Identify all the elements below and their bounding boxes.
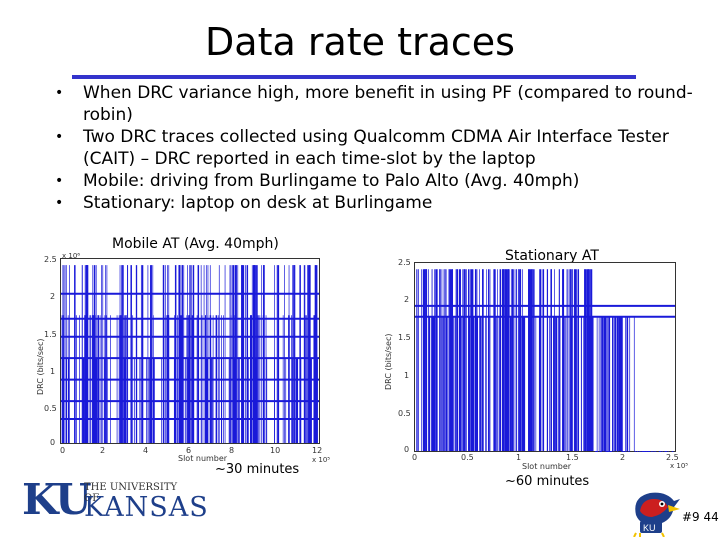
jayhawk-mascot-icon: KU [633,492,680,537]
bullet-item: Mobile: driving from Burlingame to Palo … [55,170,695,192]
stationary-x-exponent: x 10⁵ [670,462,689,470]
ku-logo-line2: KANSAS [84,492,209,523]
stationary-x-tick: 1 [516,453,522,462]
ku-logo-letters: KU [22,475,92,524]
mobile-trace-svg [60,258,320,444]
mobile-x-exponent: x 10⁵ [312,456,331,464]
stationary-x-tick: 1.5 [566,453,579,462]
mobile-y-tick: 1.5 [44,330,57,339]
stationary-x-axis-label: Slot number [522,462,572,471]
mobile-x-tick: 4 [143,446,149,455]
stationary-x-tick: 2.5 [666,453,679,462]
stationary-y-tick: 2 [404,295,410,304]
stationary-y-axis-label: DRC (bits/sec) [384,333,393,390]
mobile-x-axis-label: Slot number [178,454,228,463]
mobile-x-tick: 12 [312,446,323,455]
stationary-y-tick: 0 [404,445,410,454]
mobile-y-tick: 0.5 [44,404,57,413]
svg-text:KU: KU [643,523,656,533]
mobile-y-tick: 2.5 [44,255,57,264]
mobile-trace-plot [60,258,320,444]
bullet-item: Stationary: laptop on desk at Burlingame [55,192,695,214]
stationary-trace-svg [414,262,676,452]
mobile-x-tick: 2 [100,446,106,455]
mobile-y-axis-label: DRC (bits/sec) [36,338,45,395]
stationary-y-tick: 2.5 [398,258,411,267]
mobile-duration: ~30 minutes [215,462,300,477]
bullet-list: When DRC variance high, more benefit in … [55,82,695,214]
mobile-y-tick: 2 [50,292,56,301]
mobile-x-tick: 8 [229,446,235,455]
stationary-y-tick: 1.5 [398,333,411,342]
ku-university-logo: KU THE UNIVERSITY OF KANSAS [22,475,208,528]
stationary-plot-caption: Stationary AT [505,248,599,264]
slide-number: #9 44 [682,510,719,524]
mobile-x-tick: 10 [270,446,281,455]
title-underline [72,75,636,79]
stationary-x-tick: 0.5 [461,453,474,462]
mobile-y-tick: 1 [50,367,56,376]
stationary-y-tick: 0.5 [398,409,411,418]
stationary-y-tick: 1 [404,371,410,380]
stationary-x-tick: 2 [620,453,626,462]
ku-logo-line1: THE UNIVERSITY OF [84,482,178,504]
mobile-x-tick: 6 [186,446,192,455]
stationary-duration: ~60 minutes [505,474,590,489]
bullet-item: Two DRC traces collected using Qualcomm … [55,126,695,170]
mobile-x-tick: 0 [60,446,66,455]
mobile-plot-caption: Mobile AT (Avg. 40mph) [112,236,279,252]
mobile-y-tick: 0 [50,438,56,447]
stationary-trace-plot [414,262,676,452]
stationary-x-tick: 0 [412,453,418,462]
slide-title: Data rate traces [205,20,515,64]
bullet-item: When DRC variance high, more benefit in … [55,82,695,126]
mobile-y-exponent: x 10⁶ [62,252,81,260]
